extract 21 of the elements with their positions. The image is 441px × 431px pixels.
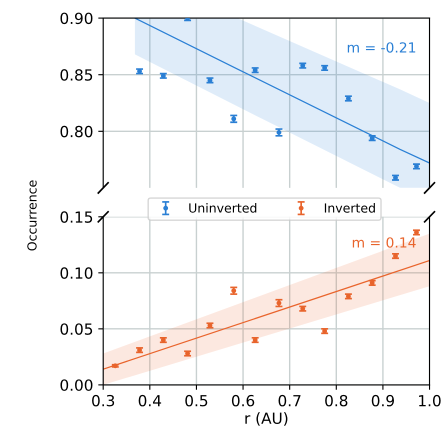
y-tick-label: 0.00	[60, 379, 92, 391]
x-tick-label: 0.9	[372, 394, 394, 406]
legend-label: Inverted	[324, 203, 375, 213]
annotation: m = 0.14	[352, 237, 416, 248]
annotation: m = -0.21	[348, 42, 416, 53]
x-tick-label: 0.8	[325, 394, 348, 406]
x-tick-label: 0.7	[278, 394, 301, 406]
y-tick-label: 0.15	[60, 211, 92, 223]
x-tick-label: 0.4	[138, 394, 162, 406]
x-axis-title: r (AU)	[245, 412, 288, 426]
y-tick-label: 0.10	[60, 267, 92, 279]
y-tick-label: 0.05	[60, 323, 92, 335]
x-tick-label: 0.3	[92, 394, 114, 406]
y-axis-title: Occurrence	[27, 180, 37, 251]
y-tick-label: 0.90	[60, 12, 92, 24]
x-tick-label: 0.5	[185, 394, 208, 406]
y-tick-label: 0.80	[60, 126, 92, 138]
y-tick-label: 0.85	[60, 69, 92, 81]
x-tick-label: 0.6	[232, 394, 254, 406]
legend-label: Uninverted	[189, 203, 256, 213]
x-tick-label: 1.0	[419, 394, 441, 406]
